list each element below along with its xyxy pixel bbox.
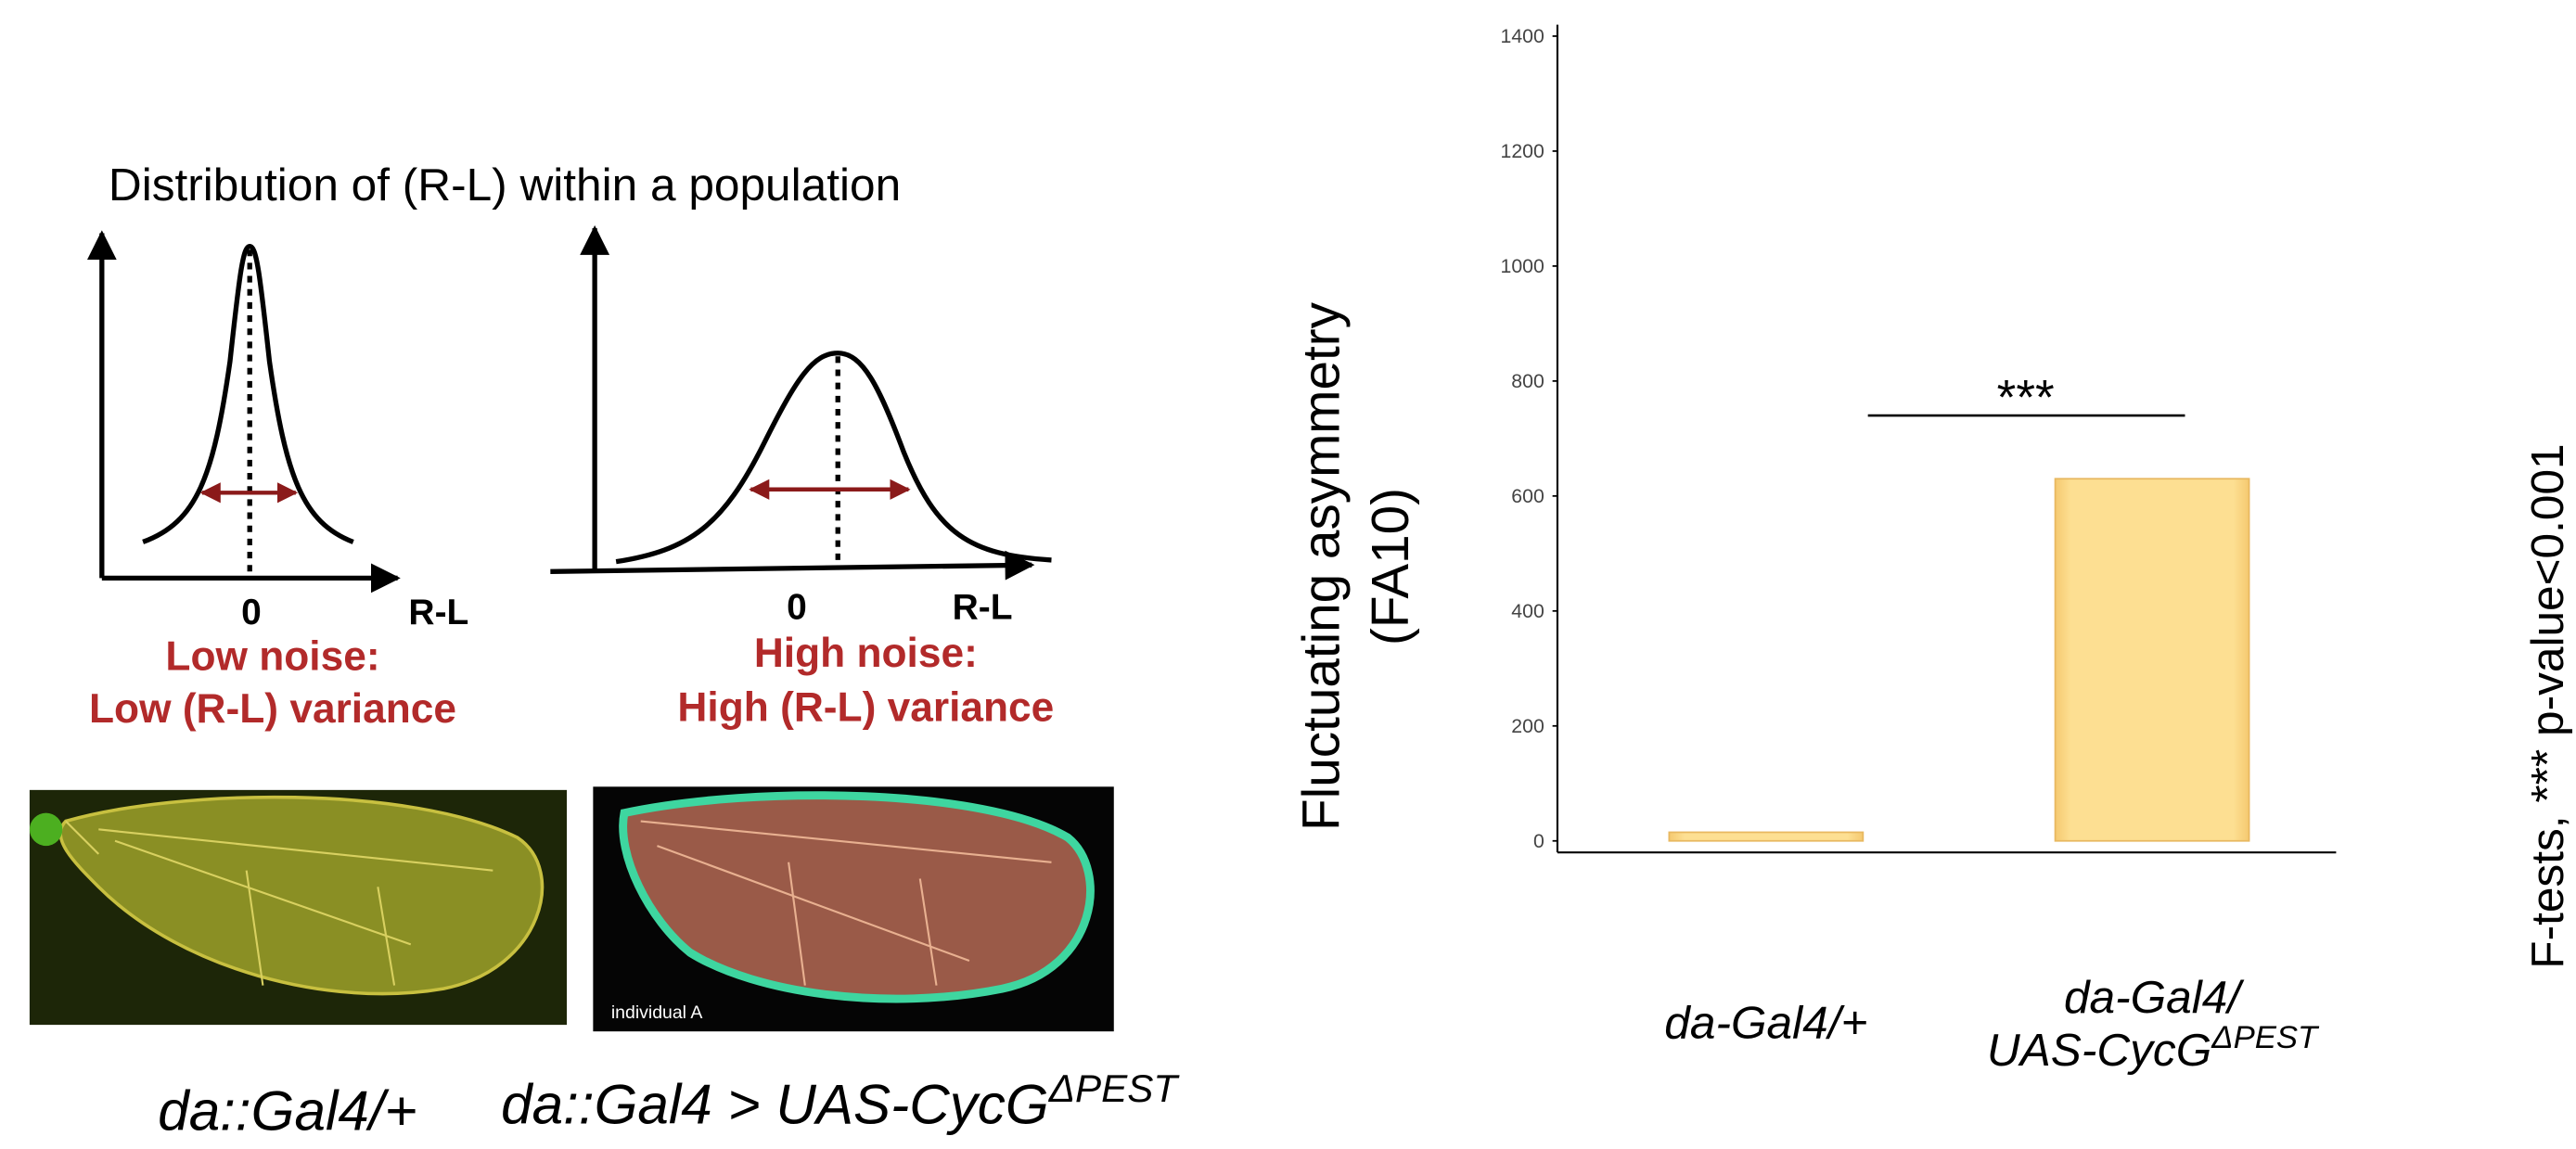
- significance-label: ***: [1997, 370, 2055, 425]
- bar: [2054, 478, 2250, 842]
- y-axis-label: Fluctuating asymmetry: [1292, 301, 1351, 831]
- high-noise-sublabel: High (R-L) variance: [677, 684, 1054, 730]
- x-tick-label: da-Gal4/UAS-CycGΔPEST: [1987, 971, 2320, 1076]
- caption: da::Gal4/+: [158, 1079, 417, 1142]
- y-tick-label: 600: [1511, 485, 1544, 507]
- y-tick-label: 1200: [1500, 140, 1544, 162]
- zero-label: 0: [787, 588, 807, 628]
- wing-photo: individual A: [593, 786, 1114, 1032]
- y-tick-label: 800: [1511, 370, 1544, 392]
- axis-label: R-L: [953, 588, 1013, 628]
- footnote: F-tests, *** p-value<0.001: [2521, 443, 2573, 968]
- zero-label: 0: [241, 593, 262, 632]
- axis-label: R-L: [408, 593, 468, 632]
- y-tick-label: 200: [1511, 715, 1544, 737]
- y-tick-label: 1000: [1500, 255, 1544, 277]
- y-axis-label: (FA10): [1362, 488, 1420, 645]
- wing-photo: [29, 789, 568, 1026]
- low-noise-sublabel: Low (R-L) variance: [89, 686, 456, 732]
- schematic-title: Distribution of (R-L) within a populatio…: [109, 159, 901, 211]
- photo-note: individual A: [611, 1002, 703, 1023]
- y-tick-label: 1400: [1500, 25, 1544, 47]
- y-tick-label: 400: [1511, 600, 1544, 622]
- high-noise-label: High noise:: [754, 631, 978, 676]
- high-noise-plot: [550, 224, 1052, 581]
- bar: [1668, 831, 1865, 842]
- x-tick-label: da-Gal4/+: [1664, 996, 1867, 1048]
- caption: da::Gal4 > UAS-CycGΔPEST: [501, 1066, 1180, 1135]
- low-noise-label: Low noise:: [165, 634, 379, 680]
- y-tick-label: 0: [1533, 830, 1544, 852]
- low-noise-plot: [86, 230, 401, 594]
